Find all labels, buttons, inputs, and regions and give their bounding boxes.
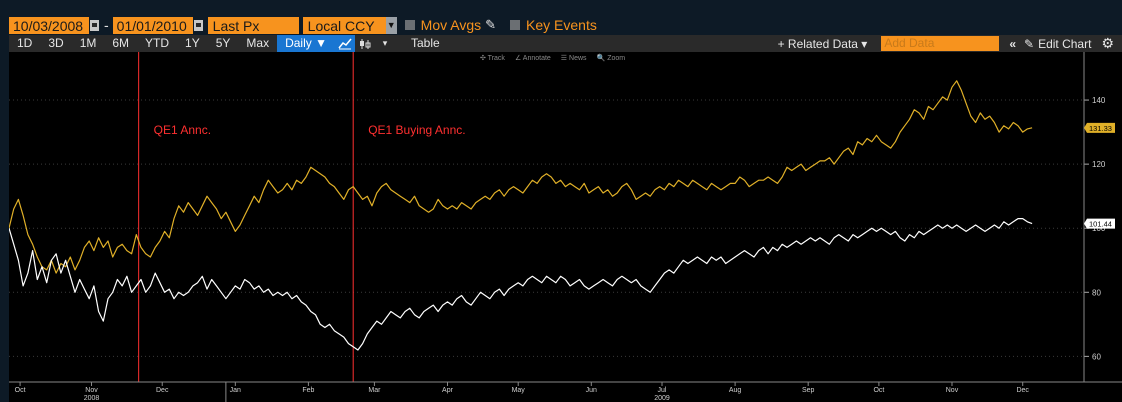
chevron-down-icon[interactable]: ▼ [385,16,397,34]
y-tick-label: 140 [1092,96,1106,105]
track-tool[interactable]: ✣ Track [480,55,505,62]
range-toolbar: 1D 3D 1M 6M YTD 1Y 5Y Max Daily ▼ ▾ Tabl… [9,35,1122,52]
x-tick-label: Mar [368,387,381,394]
x-tick-label: May [512,387,526,394]
range-1m[interactable]: 1M [79,36,97,50]
zoom-tool[interactable]: 🔍 Zoom [596,55,626,62]
x-tick-label: Dec [156,387,169,394]
x-tick-label: Oct [15,387,26,394]
add-data-input[interactable]: Add Data [881,36,1000,51]
last-value-label: 101.44 [1089,220,1112,229]
collapse-icon[interactable]: « [1009,36,1017,51]
last-value-label: 131.33 [1089,124,1112,133]
range-1d[interactable]: 1D [17,36,33,50]
key-events-label[interactable]: Key Events [526,17,597,33]
x-tick-label: Jun [586,387,597,394]
y-tick-label: 60 [1092,352,1101,361]
calendar-icon[interactable] [193,19,203,31]
x-tick-label: Apr [442,387,454,394]
frequency-select[interactable]: Daily ▼ [277,35,335,52]
x-tick-label: Dec [1016,387,1029,394]
x-tick-label: Feb [302,387,314,394]
y-tick-label: 120 [1092,160,1106,169]
date-toolbar: 10/03/2008 - 01/01/2010 Last Px Local CC… [9,16,601,34]
pencil-icon[interactable]: ✎ [1024,36,1035,51]
range-max[interactable]: Max [246,36,270,50]
gear-icon[interactable]: ⚙ [1101,35,1114,51]
range-3d[interactable]: 3D [48,36,64,50]
start-date-field[interactable]: 10/03/2008 [9,16,89,34]
price-chart[interactable]: QE1 Annc. QE1 Buying Annc. 60 80 100 120 140 1… [9,52,1122,402]
key-events-checkbox[interactable] [510,20,521,30]
top-band [0,0,1122,16]
x-tick-label: Nov [85,387,98,394]
event-label: QE1 Annc. [154,123,211,137]
range-1y[interactable]: 1Y [185,36,200,50]
related-data-button[interactable]: + Related Data ▾ [777,36,868,51]
end-date-field[interactable]: 01/01/2010 [112,16,193,34]
year-label: 2009 [654,395,670,402]
mov-avgs-label[interactable]: Mov Avgs [420,17,482,33]
candlestick-icon[interactable] [355,35,375,52]
y-tick-label: 80 [1092,288,1101,297]
annotate-tool[interactable]: ∠ Annotate [514,55,551,62]
year-label: 2008 [84,395,100,402]
chevron-down-icon[interactable]: ▾ [382,38,388,48]
news-tool[interactable]: ☰ News [560,55,587,62]
chart-tools: ✣ Track ∠ Annotate ☰ News 🔍 Zoom [480,54,635,62]
date-separator: - [104,17,109,33]
edit-chart-button[interactable]: Edit Chart [1038,36,1092,51]
series-line-2 [9,218,1033,351]
range-6m[interactable]: 6M [112,36,130,50]
x-tick-label: Nov [946,387,959,394]
last-value-tag [1084,122,1115,133]
x-tick-label: Jan [230,387,241,394]
x-tick-label: Oct [873,387,884,394]
currency-select[interactable]: Local CCY [302,16,386,34]
last-value-tag [1084,218,1115,229]
series-line-1 [9,80,1033,274]
calendar-icon[interactable] [90,19,99,31]
x-tick-label: Jul [658,387,667,394]
mov-avgs-checkbox[interactable] [404,20,415,30]
x-tick-label: Aug [729,387,742,394]
line-chart-icon[interactable] [334,35,355,52]
price-field-select[interactable]: Last Px [207,16,299,34]
pencil-icon[interactable]: ✎ [485,17,497,32]
table-tab[interactable]: Table [410,36,440,50]
x-tick-label: Sep [802,387,815,394]
y-tick-label: 100 [1092,224,1106,233]
event-label: QE1 Buying Annc. [368,123,465,137]
range-ytd[interactable]: YTD [145,36,170,50]
range-5y[interactable]: 5Y [215,36,231,50]
